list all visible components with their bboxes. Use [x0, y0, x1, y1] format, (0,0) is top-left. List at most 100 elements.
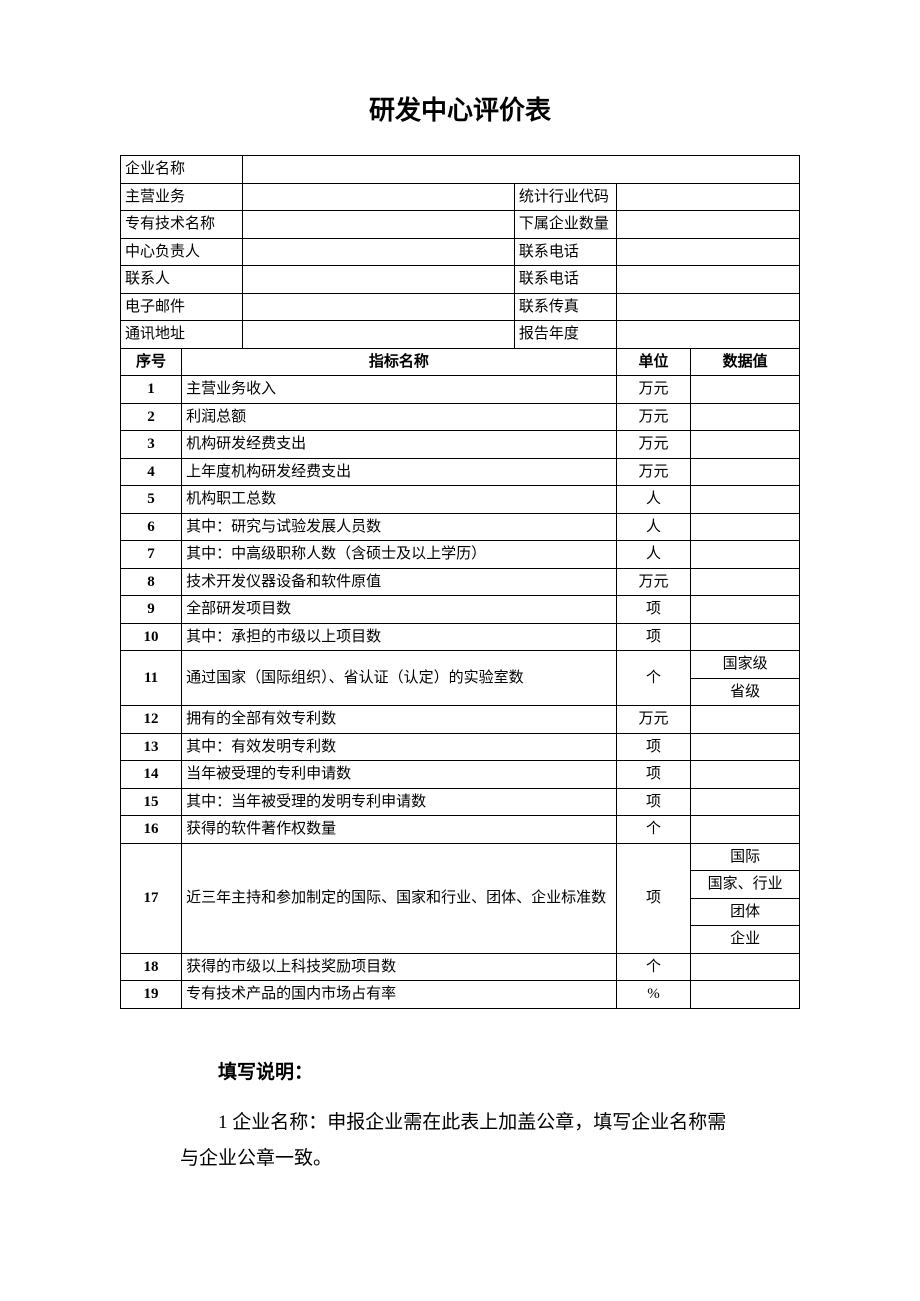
name-cell: 技术开发仪器设备和软件原值: [182, 568, 617, 596]
unit-cell: 项: [616, 623, 691, 651]
value-cell: [691, 513, 800, 541]
industry-code-label: 统计行业代码: [514, 183, 616, 211]
seq-cell: 5: [121, 486, 182, 514]
unit-cell: 个: [616, 651, 691, 706]
value-cell: [691, 486, 800, 514]
header-row-email: 电子邮件 联系传真: [121, 293, 800, 321]
unit-cell: 万元: [616, 403, 691, 431]
report-year-value: [616, 321, 799, 349]
table-row: 12 拥有的全部有效专利数 万元: [121, 706, 800, 734]
fax-value: [616, 293, 799, 321]
center-head-value: [243, 238, 515, 266]
header-row-head: 中心负责人 联系电话: [121, 238, 800, 266]
fax-label: 联系传真: [514, 293, 616, 321]
seq-cell: 7: [121, 541, 182, 569]
seq-cell: 16: [121, 816, 182, 844]
name-cell: 全部研发项目数: [182, 596, 617, 624]
name-cell: 专有技术产品的国内市场占有率: [182, 981, 617, 1009]
address-value: [243, 321, 515, 349]
unit-cell: 人: [616, 541, 691, 569]
value-cell: [691, 568, 800, 596]
center-head-label: 中心负责人: [121, 238, 243, 266]
report-year-label: 报告年度: [514, 321, 616, 349]
table-row: 19 专有技术产品的国内市场占有率 %: [121, 981, 800, 1009]
tech-name-label: 专有技术名称: [121, 211, 243, 239]
table-row: 13 其中：有效发明专利数 项: [121, 733, 800, 761]
col-name: 指标名称: [182, 348, 617, 376]
name-cell: 当年被受理的专利申请数: [182, 761, 617, 789]
seq-cell: 9: [121, 596, 182, 624]
instructions-heading: 填写说明：: [180, 1055, 740, 1091]
seq-cell: 1: [121, 376, 182, 404]
table-row: 18 获得的市级以上科技奖励项目数 个: [121, 953, 800, 981]
main-business-value: [243, 183, 515, 211]
unit-cell: 万元: [616, 376, 691, 404]
table-row: 4 上年度机构研发经费支出 万元: [121, 458, 800, 486]
value-cell: 国家、行业: [691, 871, 800, 899]
value-cell: [691, 761, 800, 789]
address-label: 通讯地址: [121, 321, 243, 349]
value-cell: [691, 706, 800, 734]
table-row: 9 全部研发项目数 项: [121, 596, 800, 624]
name-cell: 其中：当年被受理的发明专利申请数: [182, 788, 617, 816]
unit-cell: 项: [616, 788, 691, 816]
header-row-tech: 专有技术名称 下属企业数量: [121, 211, 800, 239]
subsidiary-count-value: [616, 211, 799, 239]
unit-cell: %: [616, 981, 691, 1009]
table-row: 6 其中：研究与试验发展人员数 人: [121, 513, 800, 541]
industry-code-value: [616, 183, 799, 211]
seq-cell: 11: [121, 651, 182, 706]
tech-name-value: [243, 211, 515, 239]
name-cell: 主营业务收入: [182, 376, 617, 404]
company-name-label: 企业名称: [121, 156, 243, 184]
seq-cell: 8: [121, 568, 182, 596]
center-phone-label: 联系电话: [514, 238, 616, 266]
value-cell: [691, 816, 800, 844]
contact-phone-value: [616, 266, 799, 294]
unit-cell: 万元: [616, 458, 691, 486]
name-cell: 其中：研究与试验发展人员数: [182, 513, 617, 541]
table-row: 8 技术开发仪器设备和软件原值 万元: [121, 568, 800, 596]
header-row-company: 企业名称: [121, 156, 800, 184]
seq-cell: 17: [121, 843, 182, 953]
seq-cell: 15: [121, 788, 182, 816]
header-row-address: 通讯地址 报告年度: [121, 321, 800, 349]
company-name-value: [243, 156, 800, 184]
value-cell: [691, 953, 800, 981]
seq-cell: 19: [121, 981, 182, 1009]
unit-cell: 万元: [616, 431, 691, 459]
name-cell: 其中：有效发明专利数: [182, 733, 617, 761]
contact-value: [243, 266, 515, 294]
unit-cell: 项: [616, 733, 691, 761]
main-business-label: 主营业务: [121, 183, 243, 211]
table-row: 1 主营业务收入 万元: [121, 376, 800, 404]
seq-cell: 3: [121, 431, 182, 459]
subsidiary-count-label: 下属企业数量: [514, 211, 616, 239]
seq-cell: 2: [121, 403, 182, 431]
center-phone-value: [616, 238, 799, 266]
name-cell: 其中：中高级职称人数（含硕士及以上学历）: [182, 541, 617, 569]
value-cell: [691, 376, 800, 404]
value-cell: [691, 623, 800, 651]
unit-cell: 项: [616, 761, 691, 789]
col-value: 数据值: [691, 348, 800, 376]
name-cell: 获得的软件著作权数量: [182, 816, 617, 844]
seq-cell: 12: [121, 706, 182, 734]
value-cell: 国际: [691, 843, 800, 871]
email-value: [243, 293, 515, 321]
table-row: 10 其中：承担的市级以上项目数 项: [121, 623, 800, 651]
table-row: 2 利润总额 万元: [121, 403, 800, 431]
table-row: 14 当年被受理的专利申请数 项: [121, 761, 800, 789]
unit-cell: 项: [616, 843, 691, 953]
email-label: 电子邮件: [121, 293, 243, 321]
name-cell: 利润总额: [182, 403, 617, 431]
instructions-section: 填写说明： 1 企业名称：申报企业需在此表上加盖公章，填写企业名称需与企业公章一…: [120, 1055, 800, 1177]
name-cell: 其中：承担的市级以上项目数: [182, 623, 617, 651]
indicator-header-row: 序号 指标名称 单位 数据值: [121, 348, 800, 376]
value-cell: [691, 431, 800, 459]
name-cell: 机构职工总数: [182, 486, 617, 514]
contact-label: 联系人: [121, 266, 243, 294]
page-title: 研发中心评价表: [120, 90, 800, 127]
seq-cell: 13: [121, 733, 182, 761]
name-cell: 获得的市级以上科技奖励项目数: [182, 953, 617, 981]
